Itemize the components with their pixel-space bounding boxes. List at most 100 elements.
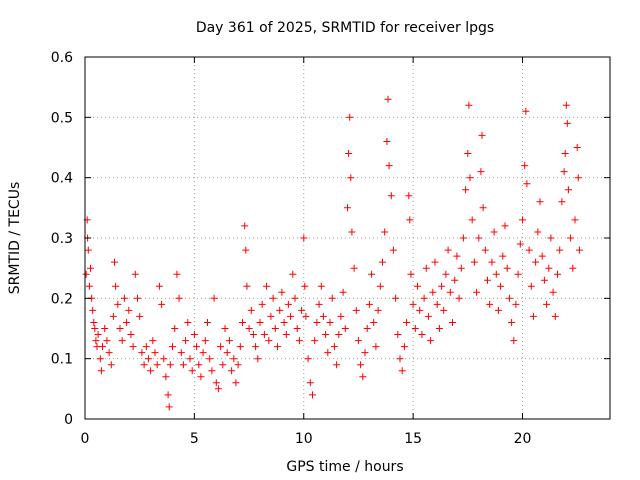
- data-point: [339, 288, 347, 296]
- data-point: [536, 198, 544, 206]
- data-point: [563, 119, 571, 127]
- data-point: [561, 150, 569, 157]
- data-point: [532, 258, 540, 266]
- data-point: [223, 349, 231, 357]
- data-point: [560, 168, 568, 176]
- data-point: [328, 294, 336, 302]
- data-point: [488, 258, 496, 266]
- data-point: [140, 361, 148, 369]
- data-point: [221, 325, 229, 332]
- data-point: [228, 367, 236, 375]
- data-point: [372, 343, 380, 351]
- data-point: [396, 355, 404, 363]
- data-point: [186, 355, 194, 363]
- data-point: [230, 355, 238, 363]
- data-point: [243, 282, 251, 290]
- data-point: [543, 300, 551, 308]
- data-point: [435, 325, 443, 332]
- data-point: [403, 319, 411, 326]
- data-point: [317, 282, 325, 290]
- data-point: [241, 222, 249, 230]
- y-axis-label: SRMTID / TECUs: [7, 182, 23, 295]
- data-point: [282, 331, 290, 338]
- data-point: [129, 343, 137, 351]
- data-point: [564, 186, 572, 194]
- y-tick-label: 0.2: [51, 291, 73, 307]
- data-point: [462, 186, 470, 194]
- data-point: [208, 367, 216, 375]
- data-point: [84, 246, 92, 254]
- y-tick-label: 0.4: [51, 171, 73, 187]
- data-point: [149, 337, 157, 345]
- data-point: [182, 337, 190, 345]
- data-point: [212, 379, 220, 387]
- data-point: [284, 300, 292, 308]
- data-point: [245, 325, 253, 332]
- data-point: [326, 319, 334, 326]
- data-point: [411, 325, 419, 332]
- data-point: [105, 349, 113, 357]
- data-point: [142, 343, 150, 351]
- data-point: [175, 294, 183, 302]
- data-point: [165, 403, 173, 411]
- data-point: [302, 312, 310, 320]
- data-point: [574, 174, 582, 182]
- data-point: [527, 282, 535, 290]
- data-point: [394, 331, 402, 338]
- data-point: [446, 288, 454, 296]
- data-point: [304, 355, 312, 363]
- data-point: [94, 331, 102, 338]
- data-point: [534, 228, 542, 236]
- data-point: [558, 198, 566, 206]
- data-point: [239, 319, 246, 326]
- data-point: [347, 174, 355, 182]
- data-point: [103, 337, 111, 345]
- data-point: [573, 144, 581, 151]
- data-point: [352, 306, 360, 314]
- x-tick-label: 0: [81, 431, 90, 447]
- data-point: [311, 337, 319, 345]
- data-point: [82, 270, 90, 278]
- data-point: [418, 331, 426, 338]
- data-point: [155, 282, 163, 290]
- data-point: [151, 349, 159, 357]
- data-point: [201, 337, 209, 345]
- data-point: [405, 192, 413, 200]
- data-point: [89, 306, 97, 314]
- y-tick-label: 0.6: [51, 50, 73, 66]
- y-tick-label: 0.1: [51, 352, 73, 368]
- data-point: [91, 325, 99, 332]
- data-point: [85, 282, 93, 290]
- data-point: [315, 300, 323, 308]
- data-point: [313, 319, 321, 326]
- data-point: [269, 294, 277, 302]
- data-point: [301, 282, 309, 290]
- data-point: [346, 113, 354, 121]
- data-point: [370, 319, 378, 326]
- x-tick-label: 20: [514, 431, 532, 447]
- data-point: [453, 252, 461, 260]
- data-point: [330, 343, 338, 351]
- data-point: [414, 282, 421, 290]
- data-point: [291, 294, 299, 302]
- data-point: [341, 325, 349, 332]
- data-point: [556, 246, 564, 254]
- data-point: [464, 150, 472, 157]
- data-point: [519, 216, 526, 224]
- data-point: [120, 294, 128, 302]
- data-point: [374, 306, 382, 314]
- data-point: [510, 337, 518, 345]
- plot-frame: [84, 56, 611, 420]
- data-point: [274, 343, 281, 351]
- data-point: [350, 264, 358, 272]
- data-point: [449, 319, 456, 326]
- data-point: [87, 264, 94, 272]
- data-point: [433, 300, 441, 308]
- data-point: [422, 264, 430, 272]
- data-point: [252, 343, 260, 351]
- data-point: [431, 258, 439, 266]
- data-point: [562, 101, 570, 109]
- data-point: [540, 276, 548, 284]
- data-point: [111, 258, 118, 266]
